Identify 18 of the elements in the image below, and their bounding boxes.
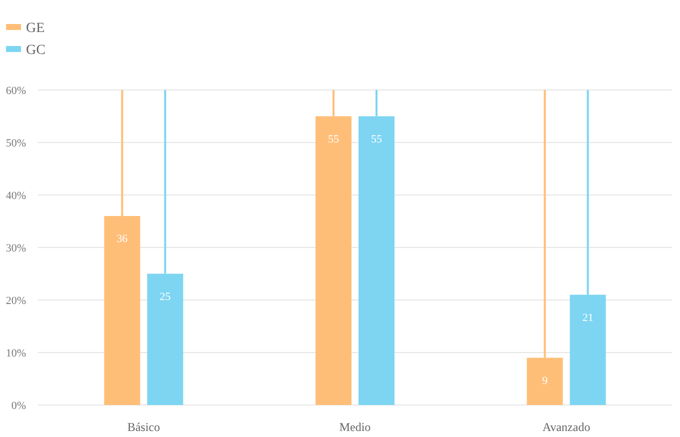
y-tick-label: 30% <box>6 242 26 254</box>
legend-label: GC <box>26 43 46 58</box>
x-tick-label: Avanzado <box>542 420 590 434</box>
x-tick-label: Medio <box>339 420 371 434</box>
y-tick-label: 20% <box>6 295 26 307</box>
data-label: 55 <box>371 133 382 146</box>
x-tick-label: Básico <box>127 420 160 434</box>
data-label: 21 <box>582 312 594 324</box>
data-label: 36 <box>116 233 128 245</box>
y-tick-label: 60% <box>6 85 26 97</box>
y-tick-label: 40% <box>6 190 26 202</box>
legend-label: GE <box>26 21 45 36</box>
y-tick-label: 50% <box>6 138 26 150</box>
y-tick-label: 10% <box>6 348 26 360</box>
data-label: 9 <box>542 374 548 387</box>
data-label: 55 <box>328 133 340 146</box>
y-tick-label: 0% <box>11 400 26 412</box>
data-label: 25 <box>160 290 172 303</box>
